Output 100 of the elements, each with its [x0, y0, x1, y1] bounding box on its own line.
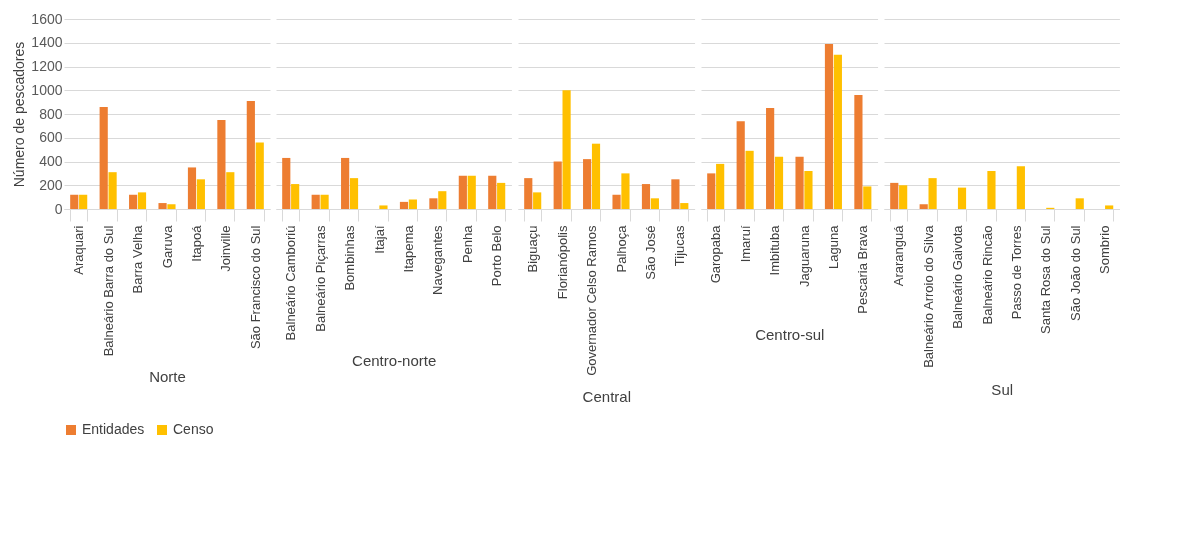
bar	[957, 187, 967, 209]
x-tick-label: Barra Velha	[130, 224, 146, 294]
bar	[217, 119, 226, 209]
bar	[467, 175, 476, 209]
bar	[282, 157, 291, 209]
bar	[795, 156, 804, 209]
y-tick-label: 0	[54, 200, 63, 217]
x-tick-label: Balneário Rincão	[979, 225, 995, 325]
x-axis-title: Central	[582, 387, 631, 405]
x-tick-label: Araranguá	[891, 224, 907, 287]
x-tick-label: Itapoá	[188, 224, 204, 262]
x-axis-title: Centro-sul	[755, 325, 825, 343]
x-tick-label: Itapema	[400, 224, 416, 273]
x-tick-label: Navegantes	[430, 225, 446, 295]
bar	[291, 184, 300, 209]
bar	[707, 173, 716, 209]
bar	[488, 175, 497, 209]
bar	[196, 179, 205, 209]
bar	[255, 142, 264, 209]
bar	[621, 173, 630, 209]
x-tick-label: Imaruí	[737, 225, 753, 263]
bar	[524, 178, 533, 209]
x-tick-label: Bombinhas	[342, 225, 358, 291]
bar	[745, 150, 754, 209]
bar	[641, 184, 651, 209]
y-tick-label: 800	[39, 105, 63, 122]
y-tick-label: 1000	[31, 81, 63, 98]
bar	[341, 157, 350, 209]
bar	[612, 194, 621, 209]
bar	[1016, 166, 1025, 209]
x-tick-label: Biguaçu	[525, 225, 541, 273]
x-tick-label: Balneário Barra do Sul	[100, 225, 116, 357]
bar	[108, 172, 117, 209]
y-tick-label: 400	[39, 153, 63, 169]
bar	[1105, 205, 1114, 209]
bar	[1075, 198, 1084, 209]
x-tick-label: Sombrio	[1097, 225, 1113, 274]
x-tick-label: Garuva	[159, 224, 175, 269]
bar	[987, 171, 996, 209]
x-tick-label: Passo de Torres	[1008, 225, 1024, 320]
bar	[158, 203, 167, 209]
x-tick-label: São João do Sul	[1067, 225, 1083, 321]
y-tick-label: 600	[39, 129, 63, 146]
x-tick-label: Laguna	[825, 224, 841, 269]
x-tick-label: Garopaba	[708, 224, 724, 284]
x-tick-label: Joinville	[218, 225, 234, 272]
bar	[167, 204, 176, 209]
bar	[438, 191, 447, 209]
bar	[766, 108, 775, 209]
y-tick-label: 200	[39, 176, 63, 193]
x-tick-label: Tijucas	[672, 225, 688, 267]
x-tick-label: Pescaria Brava	[855, 224, 871, 314]
x-tick-label: Palhoça	[613, 224, 629, 273]
x-axis-title: Sul	[991, 380, 1014, 398]
bar	[824, 43, 834, 209]
x-tick-label: Itajaí	[371, 225, 387, 254]
x-tick-label: Balneário Piçarras	[312, 225, 328, 332]
bar	[533, 192, 542, 209]
legend-label: Entidades	[82, 421, 145, 437]
bar	[899, 185, 908, 209]
x-tick-label: São José	[642, 225, 658, 280]
y-tick-label: 1200	[31, 58, 63, 74]
bar	[379, 205, 388, 209]
bar	[311, 194, 320, 209]
bar	[99, 106, 108, 209]
x-tick-label: Balneário Gaivota	[950, 224, 966, 329]
y-tick-label: 1400	[31, 34, 63, 51]
bar	[399, 201, 409, 209]
bar	[129, 194, 138, 209]
bar	[70, 194, 79, 209]
bar	[591, 143, 601, 209]
x-tick-label: Jaguaruna	[796, 224, 812, 287]
legend-label: Censo	[173, 421, 214, 437]
bar	[919, 204, 928, 209]
bar	[650, 198, 659, 209]
bar	[429, 198, 438, 209]
bar	[553, 161, 562, 209]
bar	[137, 192, 147, 209]
bar	[320, 194, 329, 209]
bar	[928, 178, 937, 209]
x-tick-label: Governador Celso Ramos	[584, 225, 600, 376]
x-tick-label: Araquari	[71, 225, 87, 275]
bar	[804, 171, 813, 209]
bar	[246, 100, 255, 209]
bar	[671, 179, 680, 209]
bar	[863, 186, 872, 209]
y-tick-label: 1600	[31, 10, 63, 27]
y-axis-title: Número de pescadores	[11, 41, 28, 188]
bar	[349, 178, 359, 209]
bar	[583, 159, 592, 209]
x-tick-label: Florianópolis	[554, 225, 570, 300]
x-tick-label: São Francisco do Sul	[247, 225, 263, 350]
bar	[226, 172, 235, 209]
x-axis-title: Centro-norte	[352, 352, 437, 370]
bar	[680, 203, 689, 209]
bar	[497, 182, 506, 209]
bar	[458, 175, 467, 209]
bar	[854, 95, 863, 209]
x-tick-label: Santa Rosa do Sul	[1038, 225, 1054, 334]
x-tick-label: Balneário Arroio do Silva	[920, 224, 936, 368]
